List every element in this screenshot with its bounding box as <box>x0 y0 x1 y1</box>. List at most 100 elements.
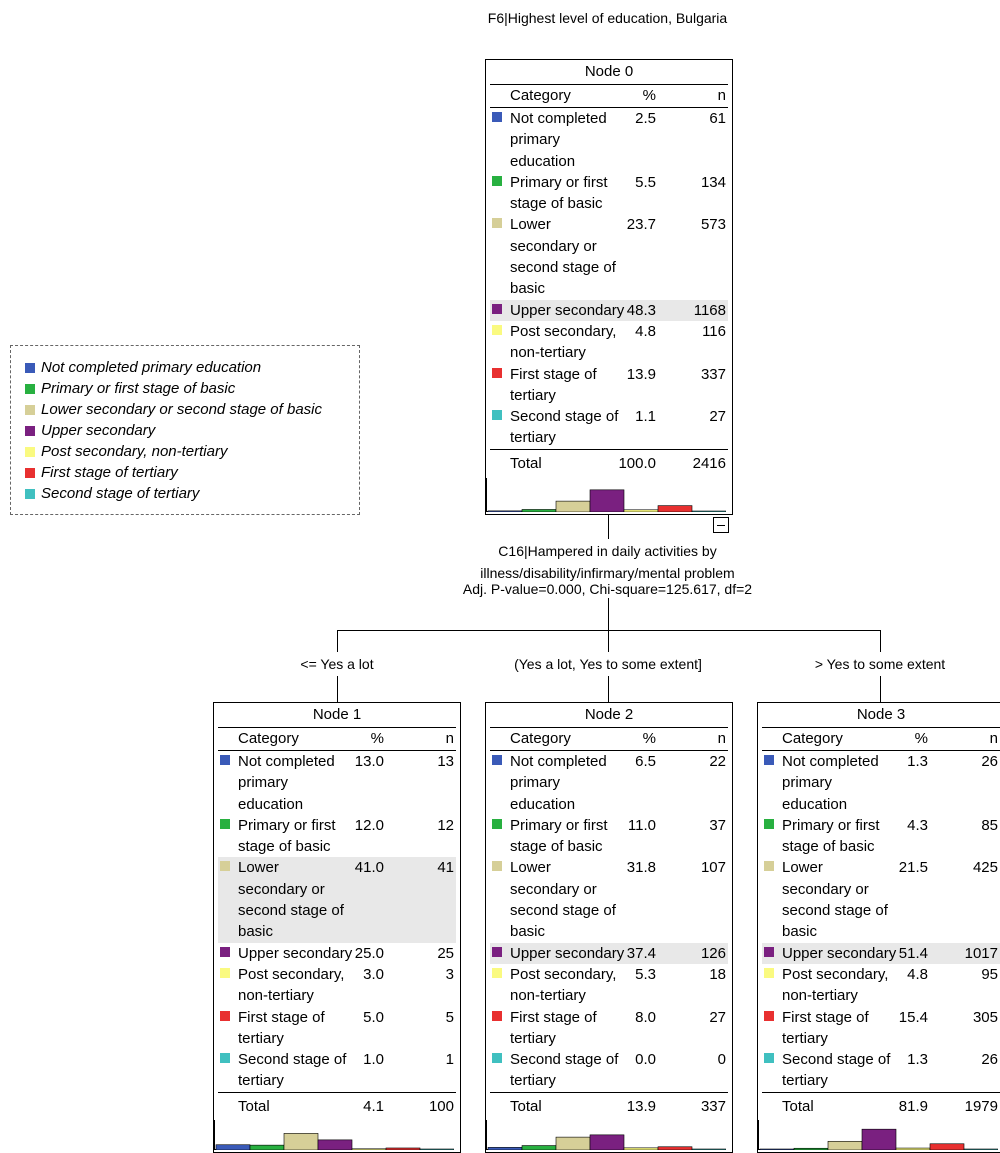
category-label-line: Lower <box>510 216 551 234</box>
category-swatch <box>492 410 502 421</box>
node-table-header: Category% n <box>762 728 1000 751</box>
connector-node0-stem <box>608 515 609 539</box>
category-swatch <box>492 112 502 122</box>
node-table-header: Category% n <box>218 728 456 751</box>
category-label-line: education <box>782 795 848 813</box>
category-swatch <box>492 967 502 978</box>
category-label-line: tertiary <box>510 1029 556 1047</box>
legend-item: First stage of tertiary <box>25 462 359 483</box>
total-label: Total <box>238 1097 270 1115</box>
collapse-toggle[interactable] <box>713 517 729 533</box>
table-row: First stage of tertiary 8.0 27 <box>490 1007 728 1050</box>
percent-cell: 13.0 <box>354 753 384 770</box>
tree-node-1[interactable]: Node 1 Category% n Not completed primary educ… <box>213 702 461 1153</box>
category-label: Upper secondary <box>238 943 352 964</box>
table-row: Upper secondary 48.3 1168 <box>490 299 728 321</box>
histogram-bar <box>657 1146 693 1150</box>
legend-swatch <box>25 426 35 436</box>
category-label-line: secondary or <box>510 237 597 255</box>
category-swatch <box>220 861 230 872</box>
node-histogram <box>486 478 726 512</box>
category-label-line: secondary or <box>238 880 325 898</box>
table-row: Post secondary, non-tertiary 3.0 3 <box>218 964 456 1007</box>
legend-label: Primary or first stage of basic <box>41 380 236 397</box>
node-histogram <box>486 1120 726 1150</box>
legend-label: Not completed primary education <box>41 359 262 376</box>
category-label: Upper secondary <box>510 300 624 321</box>
category-label: Second stage of tertiary <box>510 1049 618 1092</box>
percent-cell: 21.5 <box>898 859 928 877</box>
category-label-line: education <box>510 152 576 170</box>
histogram-bar <box>487 510 523 512</box>
category-label: Primary or first stage of basic <box>510 815 608 858</box>
table-row: Second stage of tertiary 1.0 1 <box>218 1049 456 1092</box>
histogram-bar <box>555 1136 591 1150</box>
category-swatch <box>764 946 774 957</box>
percent-cell: 23.7 <box>626 216 656 234</box>
legend-label: Lower secondary or second stage of basic <box>41 401 322 418</box>
category-label: Primary or first stage of basic <box>510 172 608 215</box>
connector-mid-drop <box>608 630 609 652</box>
category-label-line: Primary or first <box>510 173 608 191</box>
category-label-line: Second stage of <box>782 1051 891 1069</box>
percent-cell: 41.0 <box>354 859 384 877</box>
category-label: Second stage of tertiary <box>782 1049 890 1092</box>
category-label-line: stage of basic <box>510 838 603 856</box>
histogram-bar <box>963 1148 998 1150</box>
node-histogram <box>214 1120 454 1150</box>
percent-cell: 1.3 <box>907 753 928 770</box>
tree-node-3[interactable]: Node 3 Category% n Not completed primary educ… <box>757 702 1000 1153</box>
header-category: Category <box>782 730 843 747</box>
category-label-line: Second stage of <box>238 1051 347 1069</box>
tree-node-0[interactable]: Node 0 Category% n Not completed primary educ… <box>485 59 733 515</box>
legend-item: Upper secondary <box>25 420 359 441</box>
count-cell: 1017 <box>964 944 998 962</box>
count-cell: 126 <box>700 944 726 962</box>
category-label-line: basic <box>510 923 546 941</box>
histogram-bar <box>623 509 659 512</box>
category-swatch <box>492 755 502 765</box>
category-swatch <box>764 861 774 872</box>
split-stats: Adj. P-value=0.000, Chi-square=125.617, … <box>462 581 753 597</box>
tree-node-2[interactable]: Node 2 Category% n Not completed primary educ… <box>485 702 733 1153</box>
connector-horizontal <box>337 630 881 631</box>
category-label-line: secondary or <box>510 880 597 898</box>
count-cell: 5 <box>445 1008 454 1026</box>
category-swatch <box>492 367 502 378</box>
category-label-line: non-tertiary <box>238 987 314 1005</box>
table-row: Primary or first stage of basic 4.3 85 <box>762 815 1000 858</box>
category-swatch <box>764 1010 774 1021</box>
percent-cell: 0.0 <box>635 1051 656 1069</box>
histogram-bar <box>249 1144 285 1150</box>
split-variable-line2: illness/disability/infirmary/mental prob… <box>480 565 735 581</box>
category-label-line: non-tertiary <box>510 344 586 362</box>
category-swatch <box>220 967 230 978</box>
percent-cell: 37.4 <box>626 944 656 962</box>
header-category: Category <box>238 730 299 747</box>
category-label-line: tertiary <box>782 1029 828 1047</box>
count-cell: 0 <box>717 1051 726 1069</box>
category-label-line: tertiary <box>782 1072 828 1090</box>
node-title: Node 2 <box>490 703 728 728</box>
percent-cell: 5.5 <box>635 173 656 191</box>
histogram-bar <box>385 1147 421 1150</box>
node-table-header: Category% n <box>490 728 728 751</box>
count-cell: 305 <box>972 1008 998 1026</box>
header-category: Category <box>510 730 571 747</box>
count-cell: 116 <box>702 322 726 340</box>
category-label-line: primary <box>510 131 561 149</box>
category-label-line: non-tertiary <box>782 987 858 1005</box>
table-row: Upper secondary 25.0 25 <box>218 943 456 964</box>
category-label-line: second stage of <box>510 259 616 277</box>
count-cell: 1168 <box>693 301 726 319</box>
count-cell: 13 <box>437 753 454 770</box>
table-row: Lower secondary or second stage of basic 31.… <box>490 857 728 942</box>
histogram-bar <box>759 1148 795 1150</box>
category-swatch <box>492 303 502 314</box>
category-label-line: primary <box>238 774 289 792</box>
total-row: Total 81.9 1979 <box>762 1091 1000 1123</box>
legend-item: Not completed primary education <box>25 357 359 378</box>
table-row: Post secondary, non-tertiary 5.3 18 <box>490 964 728 1007</box>
header-percent: % <box>642 730 656 747</box>
category-swatch <box>764 1053 774 1064</box>
